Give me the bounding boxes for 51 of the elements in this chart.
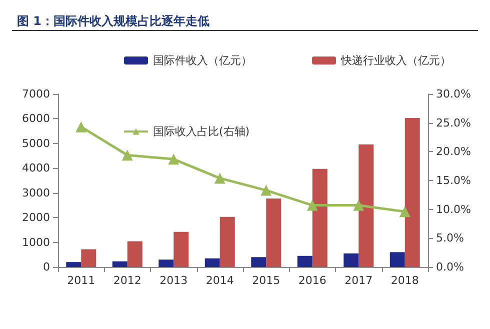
- x-tick-label: 2015: [252, 274, 280, 287]
- y2-tick-label: 5.0%: [436, 232, 464, 245]
- x-tick-label: 2011: [67, 274, 96, 287]
- y2-tick-label: 20.0%: [436, 145, 471, 158]
- bar: [158, 260, 174, 267]
- bar: [174, 232, 189, 267]
- bar: [81, 249, 96, 267]
- bar: [251, 257, 266, 267]
- bar: [404, 118, 420, 267]
- y-tick-label: 7000: [22, 88, 50, 100]
- chart-title: 图 1：国际件收入规模占比逐年走低: [17, 14, 210, 28]
- point: [306, 200, 318, 211]
- legend-label: 快递行业收入（亿元）: [340, 54, 451, 67]
- x-tick-label: 2017: [344, 274, 373, 287]
- point: [76, 121, 87, 132]
- point: [399, 206, 410, 218]
- y-tick-label: 2000: [22, 211, 50, 224]
- legend-label: 国际收入占比(右轴): [153, 125, 250, 138]
- y-tick-label: 4000: [22, 162, 50, 175]
- x-tick-label: 2012: [113, 274, 142, 287]
- point: [168, 154, 180, 165]
- y2-tick-label: 0.0%: [436, 260, 464, 274]
- bar: [220, 216, 235, 267]
- y-tick-label: 0: [43, 260, 50, 274]
- point: [122, 150, 133, 161]
- bar: [344, 253, 359, 267]
- x-tick-label: 2013: [160, 274, 188, 287]
- bar: [312, 168, 328, 267]
- y2-tick-label: 25.0%: [436, 116, 471, 130]
- x-tick-label: 2016: [298, 274, 326, 287]
- bar: [390, 252, 405, 267]
- bar: [358, 144, 374, 267]
- bar: [297, 256, 312, 267]
- y2-tick-label: 15.0%: [436, 174, 471, 187]
- y-tick-label: 3000: [22, 186, 50, 200]
- y2-tick-label: 30.0%: [436, 88, 471, 100]
- y-tick-label: 5000: [22, 136, 50, 150]
- y-tick-label: 6000: [22, 112, 50, 126]
- legend-label: 国际件收入（亿元）: [153, 54, 252, 67]
- bar: [266, 198, 282, 267]
- bar: [204, 258, 220, 267]
- point: [214, 172, 226, 184]
- bar: [127, 241, 142, 267]
- point: [353, 200, 364, 211]
- x-tick-label: 2014: [206, 274, 234, 287]
- x-tick-label: 2018: [390, 274, 419, 287]
- bar: [66, 262, 82, 267]
- y2-tick-label: 10.0%: [436, 202, 471, 216]
- y-tick-label: 1000: [22, 236, 50, 249]
- point: [260, 184, 272, 196]
- bar: [112, 261, 128, 267]
